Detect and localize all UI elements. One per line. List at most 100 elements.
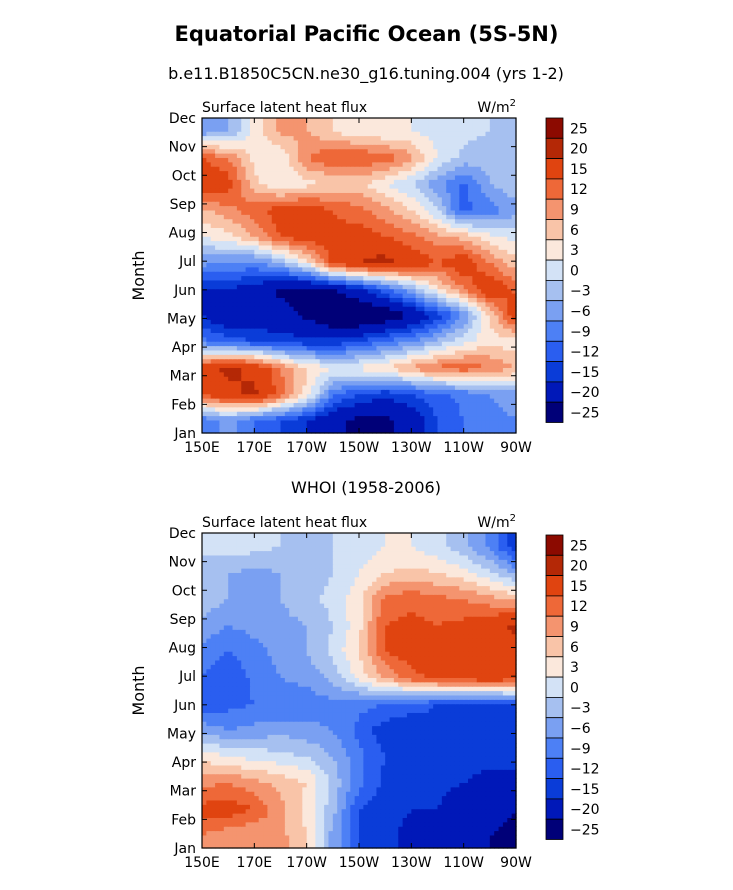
heatmap-cell	[463, 367, 469, 373]
heatmap-cell	[263, 424, 269, 430]
heatmap-cell	[411, 157, 417, 163]
heatmap-cell	[280, 332, 286, 338]
heatmap-cell	[454, 262, 460, 268]
heatmap-cell	[206, 358, 212, 364]
heatmap-cell	[245, 266, 251, 272]
heatmap-cell	[306, 393, 312, 399]
heatmap-cell	[276, 393, 282, 399]
heatmap-cell	[507, 183, 513, 189]
heatmap-cell	[420, 376, 426, 382]
heatmap-cell	[223, 139, 229, 145]
heatmap-cell	[215, 415, 221, 421]
heatmap-cell	[271, 223, 277, 228]
heatmap-cell	[454, 244, 460, 250]
heatmap-cell	[332, 170, 338, 176]
heatmap-cell	[415, 231, 421, 237]
heatmap-cell	[215, 328, 221, 333]
heatmap-cell	[245, 223, 251, 228]
heatmap-cell	[249, 358, 255, 364]
heatmap-cell	[489, 262, 495, 268]
heatmap-cell	[459, 332, 465, 338]
heatmap-cell	[280, 170, 286, 176]
heatmap-cell	[202, 402, 207, 408]
heatmap-cell	[428, 240, 434, 246]
heatmap-cell	[249, 218, 255, 224]
heatmap-cell	[398, 166, 404, 172]
heatmap-cell	[350, 288, 356, 294]
heatmap-cell	[485, 424, 491, 430]
heatmap-cell	[350, 174, 356, 180]
heatmap-cell	[372, 323, 378, 329]
heatmap-cell	[232, 301, 238, 307]
heatmap-cell	[433, 332, 439, 338]
heatmap-cell	[389, 393, 395, 399]
heatmap-cell	[332, 279, 338, 285]
heatmap-cell	[293, 214, 299, 220]
heatmap-cell	[249, 157, 255, 163]
heatmap-cell	[359, 236, 364, 242]
heatmap-cell	[433, 301, 439, 307]
heatmap-cell	[215, 214, 221, 220]
heatmap-cell	[249, 306, 255, 312]
heatmap-cell	[450, 419, 456, 425]
heatmap-cell	[263, 376, 269, 382]
heatmap-cell	[476, 323, 482, 329]
heatmap-cell	[454, 310, 460, 316]
heatmap-cell	[498, 354, 504, 360]
heatmap-cell	[472, 240, 478, 246]
heatmap-cell	[437, 310, 443, 316]
heatmap-cell	[311, 201, 316, 207]
heatmap-cell	[393, 293, 399, 298]
heatmap-cell	[380, 148, 386, 154]
heatmap-cell	[267, 419, 273, 425]
heatmap-cell	[341, 170, 347, 176]
heatmap-cell	[411, 253, 417, 259]
heatmap-cell	[411, 371, 417, 377]
heatmap-cell	[332, 371, 338, 377]
heatmap-cell	[402, 223, 408, 228]
heatmap-cell	[254, 231, 260, 237]
heatmap-cell	[215, 205, 221, 211]
heatmap-cell	[350, 345, 356, 351]
heatmap-cell	[350, 262, 356, 268]
heatmap-cell	[289, 424, 295, 430]
heatmap-cell	[206, 144, 212, 150]
heatmap-cell	[428, 332, 434, 338]
heatmap-cell	[319, 244, 325, 250]
heatmap-cell	[332, 192, 338, 198]
heatmap-cell	[372, 275, 378, 281]
heatmap-cell	[433, 336, 439, 342]
heatmap-cell	[276, 179, 282, 185]
heatmap-cell	[284, 153, 290, 158]
heatmap-cell	[481, 319, 487, 325]
heatmap-cell	[424, 384, 430, 390]
heatmap-cell	[276, 144, 282, 150]
heatmap-cell	[263, 192, 269, 198]
heatmap-cell	[341, 376, 347, 382]
heatmap-cell	[494, 310, 500, 316]
heatmap-cell	[367, 293, 373, 298]
heatmap-cell	[311, 380, 316, 386]
heatmap-cell	[507, 393, 513, 399]
heatmap-cell	[437, 192, 443, 198]
heatmap-cell	[345, 376, 351, 382]
heatmap-cell	[350, 166, 356, 172]
heatmap-cell	[297, 196, 303, 202]
heatmap-cell	[263, 349, 269, 355]
heatmap-cell	[481, 328, 487, 333]
heatmap-cell	[489, 135, 495, 141]
heatmap-cell	[411, 275, 417, 281]
heatmap-cell	[420, 323, 426, 329]
heatmap-cell	[319, 262, 325, 268]
heatmap-cell	[385, 293, 391, 298]
heatmap-cell	[411, 170, 417, 176]
heatmap-cell	[433, 310, 439, 316]
heatmap-cell	[376, 336, 382, 342]
heatmap-cell	[385, 406, 391, 412]
heatmap-cell	[297, 288, 303, 294]
heatmap-cell	[297, 166, 303, 172]
heatmap-cell	[223, 428, 229, 434]
heatmap-cell	[398, 406, 404, 412]
heatmap-cell	[337, 389, 343, 395]
heatmap-cell	[271, 170, 277, 176]
